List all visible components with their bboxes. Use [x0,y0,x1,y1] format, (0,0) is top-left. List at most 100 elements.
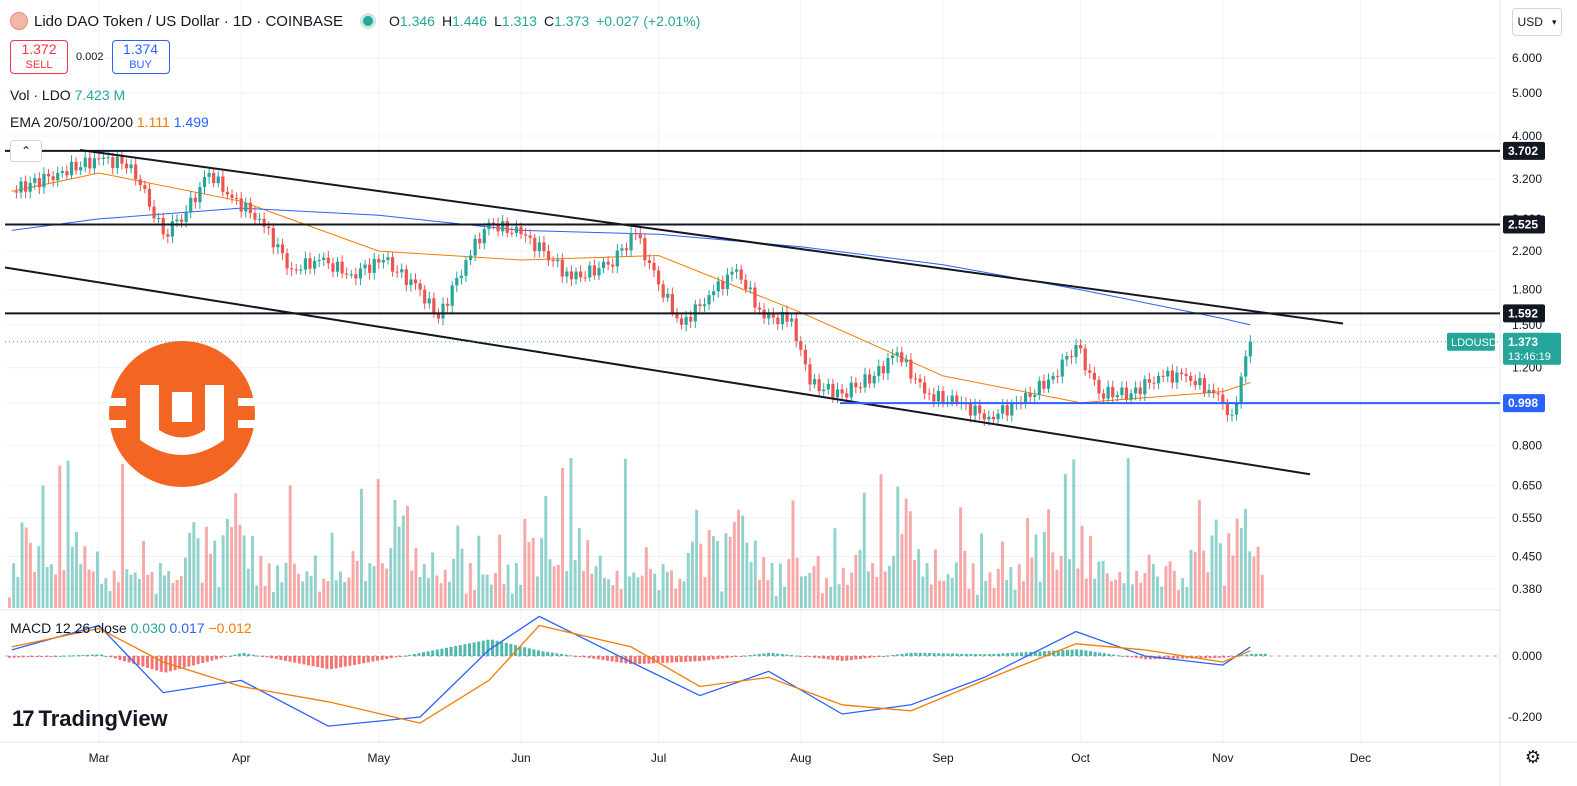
macd-hist-bar [734,656,738,657]
volume-bar [498,534,502,608]
settings-gear-icon[interactable]: ⚙ [1524,747,1542,767]
volume-bar [473,589,477,608]
symbol-header: Lido DAO Token / US Dollar · 1D · COINBA… [10,8,700,34]
candle-body [588,265,592,278]
macd-hist-bar [780,654,784,656]
volume-bar [1038,581,1042,608]
candle-body [166,234,170,237]
macd-hist-bar [647,656,651,664]
macd-hist-bar [1144,656,1148,660]
volume-bar [561,467,565,608]
volume-bar [900,533,904,608]
macd-hist-bar [1047,650,1051,656]
volume-label: Vol · LDO [10,87,71,103]
volume-bar [510,593,514,608]
macd-hist-bar [40,656,44,657]
currency-value: USD [1517,15,1543,29]
candle-body [1083,348,1087,371]
macd-hist-bar [905,653,908,656]
volume-bar [37,545,41,608]
macd-hist-bar [1245,654,1249,656]
candle-body [858,387,863,389]
candle-body [716,281,720,292]
volume-bar [711,536,715,608]
volume-bar [1172,571,1176,608]
candle-body [1069,356,1074,358]
macd-hist-bar [376,656,379,661]
candle-body [1248,341,1252,357]
volume-bar [1252,556,1256,608]
volume-bar [1244,508,1247,608]
volume-bar [514,563,518,608]
level-label: 3.702 [1508,144,1538,158]
macd-legend[interactable]: MACD 12 26 close 0.030 0.017 −0.012 [10,620,252,636]
macd-hist-bar [104,655,108,657]
macd-hist-bar [739,656,743,657]
candle-body [120,156,124,164]
macd-hist-bar [854,656,858,660]
macd-hist-bar [744,655,747,657]
macd-hist-bar [964,653,968,656]
candle-body [459,275,463,278]
candle-body [1033,395,1037,397]
volume-bar [163,575,166,608]
volume-bar [799,576,803,608]
volume-bar [385,568,389,608]
candle-body [1042,380,1046,389]
sell-button[interactable]: 1.372 SELL [10,40,68,74]
candle-body [97,158,101,160]
volume-legend[interactable]: Vol · LDO 7.423 M [10,87,125,103]
currency-selector[interactable]: USD ▾ [1512,8,1562,36]
volume-bar [590,573,594,608]
macd-hist-bar [702,656,706,661]
volume-bar [871,563,875,608]
macd-hist-bar [546,651,550,656]
macd-hist-bar [445,647,448,656]
macd-hist-bar [417,653,421,656]
volume-bar [707,530,711,608]
candle-body [1175,372,1179,383]
volume-bar [12,563,16,608]
candle-body [1060,359,1064,377]
volume-bar [1239,527,1243,608]
macd-hist-bar [334,656,338,669]
candle-body [418,283,422,290]
candle-body [189,197,193,212]
volume-value: 7.423 M [74,87,126,103]
macd-hist-bar [440,648,444,656]
last-price-label: 1.373 [1508,335,1538,349]
candle-body [235,197,239,199]
buy-button[interactable]: 1.374 BUY [111,40,170,74]
volume-bar [318,591,321,608]
candle-body [257,218,262,220]
volume-bar [1034,534,1038,608]
collapse-legend-button[interactable]: ⌃ [10,140,42,162]
macd-hist-bar [1176,656,1180,659]
macd-hist-bar [1084,650,1088,656]
ohlc-values: O1.346 H1.446 L1.313 C1.373 +0.027 (+2.0… [389,13,700,29]
macd-hist-bar [486,639,490,656]
level-label-bg [1503,304,1545,323]
candle-body [386,257,390,261]
ema-legend[interactable]: EMA 20/50/100/200 1.111 1.499 [10,114,209,130]
macd-hist-bar [987,654,991,656]
symbol-title[interactable]: Lido DAO Token / US Dollar · 1D · COINBA… [34,12,343,30]
macd-hist-bar [1139,656,1143,659]
candle-body [1056,375,1060,377]
macd-hist-bar [385,656,389,660]
macd-hist-bar [54,656,57,657]
macd-hist-bar [330,656,333,670]
candle-body [528,235,532,238]
volume-bar [75,531,78,608]
volume-bar [938,580,942,608]
volume-bar [1030,557,1034,608]
macd-hist-bar [1167,656,1171,659]
candle-body [24,181,28,192]
volume-bar [623,459,627,608]
macd-hist-bar [109,656,113,658]
macd-tick-label: 0.000 [1512,649,1542,663]
candle-body [88,157,92,169]
volume-bar [506,564,510,608]
volume-bar [292,563,296,608]
